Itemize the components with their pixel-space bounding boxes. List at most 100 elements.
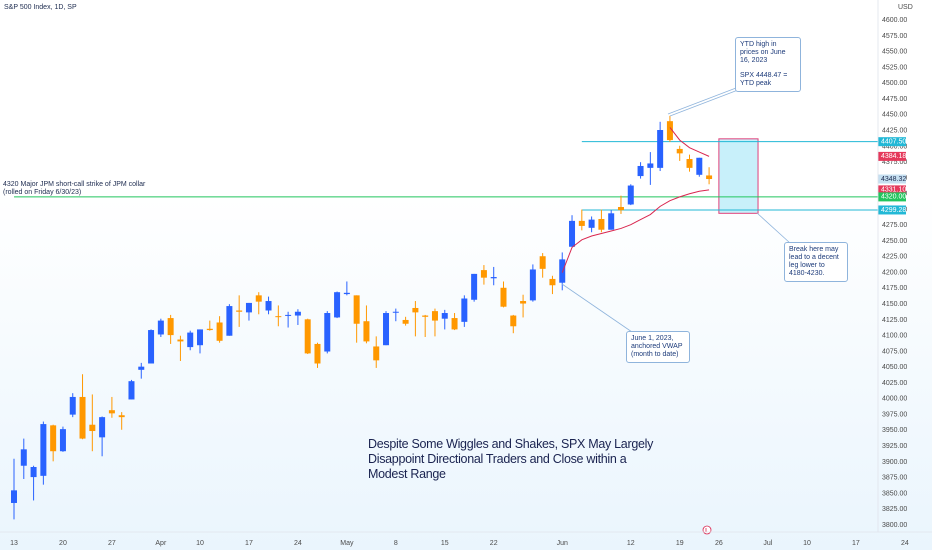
candle-body — [108, 410, 115, 414]
y-tick-label: 4175.00 — [882, 285, 907, 292]
x-tick-label: May — [340, 540, 354, 547]
candle-body — [588, 219, 595, 228]
candle-body — [197, 329, 204, 346]
price-tag-label: 4299.28 — [881, 207, 906, 214]
candle-body — [285, 314, 292, 316]
y-tick-label: 4150.00 — [882, 301, 907, 308]
x-tick-label: 12 — [627, 540, 635, 547]
candle-body — [539, 256, 546, 269]
chart-title: S&P 500 Index, 1D, SP — [4, 4, 77, 11]
candle-body — [324, 313, 331, 352]
candle-body — [206, 328, 213, 331]
candle-body — [627, 185, 634, 205]
y-tick-label: 3975.00 — [882, 411, 907, 418]
vwap-line — [669, 127, 710, 157]
x-tick-label: 20 — [59, 540, 67, 547]
x-tick-label: Jul — [763, 540, 772, 547]
y-tick-label: 4600.00 — [882, 17, 907, 24]
candle-body — [608, 213, 615, 230]
leader-line — [669, 89, 739, 117]
x-tick-label: Apr — [155, 540, 167, 547]
candle-body — [578, 220, 585, 226]
y-tick-label: 4275.00 — [882, 222, 907, 229]
candle-body — [461, 298, 468, 322]
leader-line — [561, 283, 633, 333]
leader-line — [756, 212, 791, 244]
y-tick-label: 4450.00 — [882, 112, 907, 119]
y-tick-label: 4250.00 — [882, 238, 907, 245]
leader-line — [667, 87, 737, 115]
candle-body — [69, 396, 76, 415]
candle-body — [255, 295, 262, 302]
callout-text: YTD high in prices on June 16, 2023 — [740, 41, 786, 64]
candle-body — [520, 301, 527, 304]
candle-body — [363, 321, 370, 342]
callout-text: Break here may lead to a decent leg lowe… — [789, 246, 839, 277]
y-tick-label: 4225.00 — [882, 254, 907, 261]
candle-body — [265, 301, 272, 311]
candle-body — [30, 466, 37, 478]
x-tick-label: 10 — [803, 540, 811, 547]
x-tick-label: 22 — [490, 540, 498, 547]
candle-body — [50, 425, 57, 452]
candle-body — [598, 218, 605, 230]
x-tick-label: 10 — [196, 540, 204, 547]
y-tick-label: 3925.00 — [882, 443, 907, 450]
y-tick-label: 3825.00 — [882, 506, 907, 513]
candle-body — [294, 311, 301, 316]
candle-body — [187, 332, 194, 348]
y-tick-label: 4100.00 — [882, 333, 907, 340]
candle-body — [490, 277, 497, 279]
x-tick-label: 17 — [852, 540, 860, 547]
candle-body — [637, 165, 644, 177]
price-tag-label: 4384.18 — [881, 153, 906, 160]
candle-body — [676, 148, 683, 154]
x-tick-label: 24 — [901, 540, 909, 547]
y-tick-label: 4125.00 — [882, 317, 907, 324]
price-tag-label: 4348.32 — [881, 176, 906, 183]
candle-body — [89, 424, 96, 432]
x-tick-label: 27 — [108, 540, 116, 547]
candle-body — [422, 315, 429, 317]
candle-body — [11, 490, 17, 503]
candle-body — [383, 313, 390, 346]
candle-body — [451, 318, 458, 330]
x-tick-label: 24 — [294, 540, 302, 547]
x-tick-label: 8 — [394, 540, 398, 547]
y-tick-label: 4200.00 — [882, 269, 907, 276]
candle-body — [686, 159, 693, 168]
candle-body — [392, 311, 399, 313]
vwap-callout: June 1, 2023, anchored VWAP (month to da… — [626, 331, 690, 363]
candle-body — [373, 346, 380, 361]
x-tick-label: Jun — [557, 540, 568, 547]
candle-body — [138, 366, 145, 370]
y-tick-label: 4025.00 — [882, 380, 907, 387]
price-axis: 3800.00 3825.00 3850.00 3875.00 3900.00 3925.… — [882, 17, 907, 529]
break-callout: Break here may lead to a decent leg lowe… — [784, 242, 848, 282]
y-tick-label: 4475.00 — [882, 96, 907, 103]
y-tick-label: 4400.00 — [882, 143, 907, 150]
candle-body — [510, 315, 517, 327]
candle-body — [617, 206, 624, 211]
headline: Despite Some Wiggles and Shakes, SPX May… — [368, 437, 654, 481]
range-box — [718, 138, 759, 214]
y-tick-label: 3900.00 — [882, 459, 907, 466]
price-tag-label: 4331.10 — [881, 187, 906, 194]
candle-body — [353, 295, 360, 324]
event-marker[interactable] — [702, 525, 712, 535]
callout-text: SPX 4448.47 = YTD peak — [740, 72, 788, 87]
candle-body — [657, 130, 664, 168]
x-tick-label: 15 — [441, 540, 449, 547]
candle-body — [148, 330, 155, 364]
candle-body — [245, 302, 252, 313]
callout-text: June 1, 2023, anchored VWAP (month to da… — [631, 335, 683, 358]
candle-body — [559, 259, 566, 283]
event-icon[interactable] — [702, 525, 712, 535]
x-tick-label: 26 — [715, 540, 723, 547]
candle-body — [216, 322, 223, 341]
candle-body — [706, 175, 713, 180]
price-tag-label: 4407.50 — [881, 139, 906, 146]
candle-body — [236, 310, 243, 312]
